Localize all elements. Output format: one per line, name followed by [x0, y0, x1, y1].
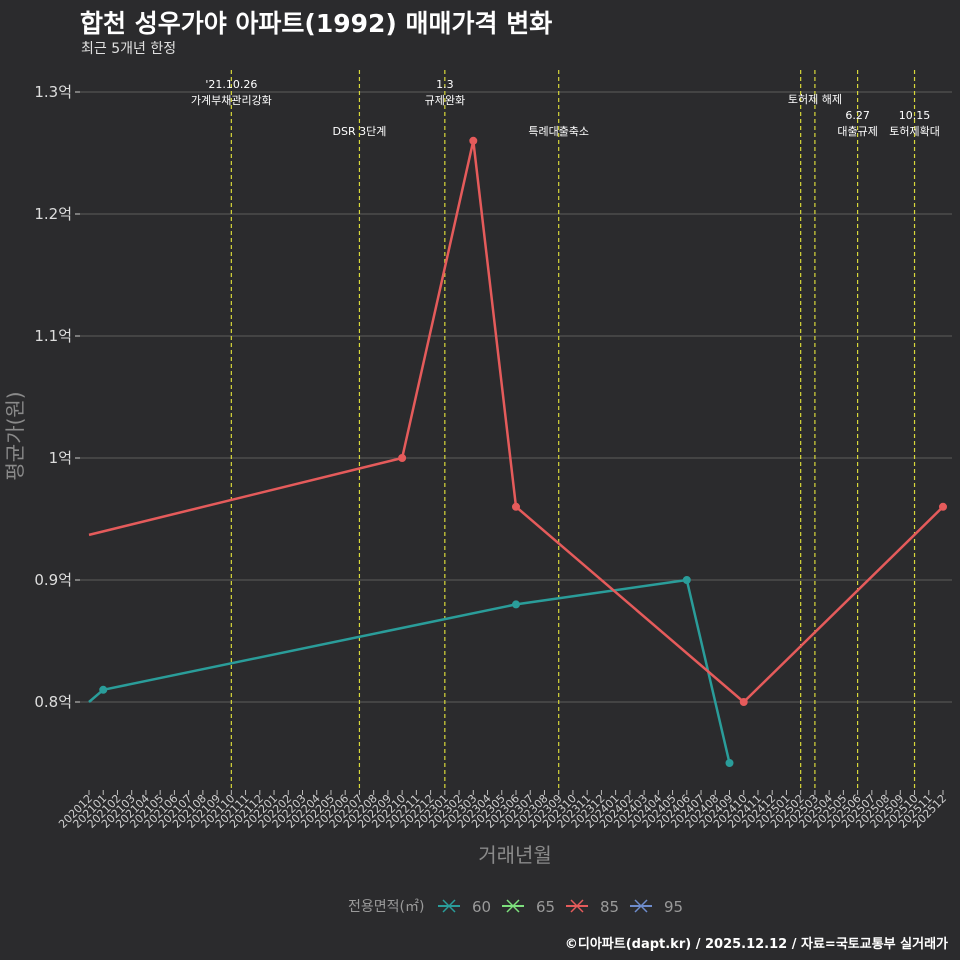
point-85-202306 [512, 502, 520, 511]
annotation-202301-0: 1.3 [436, 78, 454, 91]
chart-title: 합천 성우가야 아파트(1992) 매매가격 변화 [80, 9, 553, 38]
point-85-202512 [939, 502, 947, 511]
point-85-202210 [398, 454, 407, 462]
point-60-202306 [512, 600, 520, 609]
annotation-202301-1: 규제완화 [425, 94, 465, 107]
annotation-202110-0: '21.10.26 [205, 78, 257, 91]
annotation-202309-0: 특례대출축소 [528, 125, 589, 138]
annotation-202510-1: 토허제확대 [889, 125, 940, 138]
chart-subtitle: 최근 5개년 한정 [81, 41, 177, 57]
legend-label-85: 85 [600, 898, 619, 916]
legend-key-60 [438, 899, 460, 913]
point-60-202406 [682, 576, 691, 584]
legend-title: 전용면적(㎡) [348, 899, 424, 915]
legend-label-60: 60 [472, 898, 491, 916]
source-credit: ©디아파트(dapt.kr) / 2025.12.12 / 자료=국토교통부 실… [564, 937, 948, 952]
point-85-202410 [739, 698, 748, 706]
annotation-202506-1: 대출규제 [837, 125, 877, 138]
annotation-202506-0: 6.27 [845, 109, 870, 122]
legend-label-95: 95 [664, 898, 683, 916]
y-tick-label-0: 0.8억 [34, 693, 72, 711]
y-tick-label-4: 1.2억 [34, 205, 72, 223]
annotation-202510-0: 10.15 [899, 109, 931, 122]
y-tick-label-1: 0.9억 [34, 571, 72, 589]
y-tick-label-5: 1.3억 [34, 83, 72, 101]
grid-lines [80, 91, 952, 703]
point-60-202101 [99, 685, 108, 694]
point-85-202303 [469, 136, 478, 145]
x-axis-ticks: 2020122021012021022021032021042021052021… [56, 790, 949, 831]
series-lines [88, 136, 947, 767]
legend-key-85 [566, 899, 588, 913]
legend-label-65: 65 [536, 898, 555, 916]
y-tick-label-2: 1억 [49, 449, 72, 467]
x-axis-title: 거래년월 [478, 843, 552, 867]
point-60-202409 [725, 759, 734, 767]
annotation-202207-0: DSR 3단계 [333, 125, 387, 138]
y-axis-ticks: 0.8억 0.9억 1억 1.1억 1.2억 1.3억 [34, 83, 80, 711]
legend: 전용면적(㎡) 60 65 85 95 [348, 898, 683, 916]
legend-key-95 [630, 899, 652, 913]
series-line-85 [88, 139, 944, 704]
legend-key-65 [502, 899, 524, 913]
y-axis-title: 평균가(원) [3, 391, 27, 480]
y-tick-label-3: 1.1억 [34, 327, 72, 345]
annotation-202110-1: 가계부채관리강화 [191, 94, 272, 107]
annotation-202503-0: 토허제 해제 [788, 92, 842, 106]
